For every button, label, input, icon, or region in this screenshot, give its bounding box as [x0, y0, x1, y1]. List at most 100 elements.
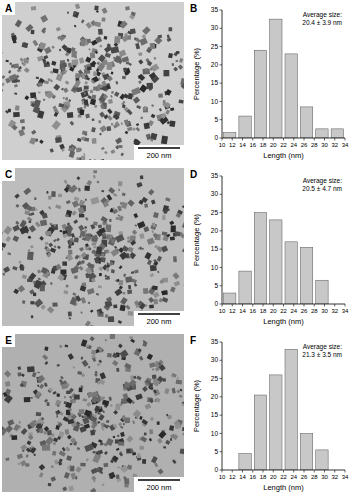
- particle: [113, 124, 117, 128]
- particle: [98, 93, 107, 103]
- particle: [93, 170, 97, 173]
- particle: [87, 345, 92, 349]
- particle: [103, 94, 108, 99]
- bars: [224, 213, 329, 304]
- particle: [34, 97, 37, 99]
- particle: [91, 396, 97, 404]
- y-tick-label: 5: [214, 282, 218, 289]
- particle: [62, 233, 68, 238]
- particle: [98, 224, 102, 228]
- particle: [43, 431, 47, 435]
- particle: [110, 149, 115, 154]
- particle: [123, 68, 127, 73]
- particle: [112, 207, 115, 210]
- particle: [42, 445, 50, 451]
- particle: [121, 35, 129, 43]
- particle: [53, 84, 60, 91]
- particle: [75, 477, 77, 480]
- particle: [147, 397, 153, 402]
- x-tick-label: 32: [331, 142, 338, 148]
- particle: [167, 415, 172, 420]
- particle: [64, 472, 70, 479]
- particle: [54, 245, 57, 248]
- x-tick-label: 32: [331, 308, 338, 314]
- particle: [105, 339, 107, 341]
- bar: [224, 293, 236, 304]
- y-tick-label: 0: [214, 300, 218, 307]
- particle: [82, 130, 88, 135]
- x-tick-label: 26: [301, 308, 308, 314]
- x-tick-label: 16: [249, 308, 256, 314]
- scale-bar-label: 200 nm: [146, 483, 171, 492]
- particle: [68, 312, 72, 317]
- particle: [129, 336, 133, 340]
- particle: [39, 384, 44, 389]
- particle: [80, 285, 87, 291]
- particle: [138, 59, 143, 64]
- particle: [56, 27, 61, 32]
- particle: [107, 43, 111, 46]
- particle: [142, 386, 148, 392]
- particle: [136, 105, 141, 109]
- x-tick: [293, 304, 294, 307]
- particle: [109, 235, 112, 238]
- x-tick: [232, 304, 233, 307]
- particle: [2, 427, 7, 436]
- particle: [81, 156, 85, 160]
- particle: [103, 463, 108, 467]
- particle: [48, 243, 53, 248]
- bar: [254, 395, 266, 470]
- particle: [27, 251, 34, 260]
- bars: [239, 349, 328, 470]
- particle: [123, 274, 126, 278]
- particle: [54, 224, 56, 226]
- y-tick-label: 20: [211, 393, 219, 400]
- particle: [99, 471, 103, 475]
- particle: [137, 221, 146, 229]
- particle: [79, 266, 84, 271]
- particle: [143, 288, 149, 294]
- y-axis: [222, 342, 223, 470]
- particle: [70, 121, 75, 126]
- particle: [176, 390, 180, 394]
- particle: [102, 397, 105, 400]
- x-tick-label: 32: [331, 474, 338, 480]
- particle: [25, 24, 33, 32]
- particle: [134, 37, 136, 40]
- particle: [73, 66, 76, 69]
- particle: [68, 186, 74, 193]
- particle: [128, 247, 134, 253]
- particle: [157, 438, 162, 444]
- particle: [111, 123, 113, 125]
- particle: [79, 247, 84, 251]
- annotation: Average size:: [303, 11, 342, 19]
- y-tick-label: 5: [214, 448, 218, 455]
- particle: [85, 217, 89, 221]
- particle: [135, 224, 138, 227]
- particle: [29, 447, 32, 450]
- particle: [67, 464, 74, 471]
- particle: [33, 293, 36, 296]
- particle: [172, 388, 176, 394]
- particle: [129, 14, 135, 20]
- particle: [88, 264, 94, 269]
- particle: [30, 245, 33, 248]
- particle: [112, 360, 118, 366]
- y-tick: [220, 360, 223, 361]
- particle: [125, 276, 132, 283]
- particle: [69, 67, 74, 72]
- particle: [88, 247, 91, 250]
- x-tick: [273, 138, 274, 141]
- particle: [122, 104, 126, 108]
- particle: [57, 436, 61, 440]
- particle: [32, 372, 37, 378]
- y-axis: [222, 10, 223, 138]
- x-tick: [242, 470, 243, 473]
- x-tick-label: 18: [260, 142, 267, 148]
- particle: [170, 287, 176, 293]
- particle: [166, 234, 170, 238]
- particle: [36, 77, 39, 80]
- particle: [113, 305, 117, 309]
- particle: [38, 82, 42, 86]
- particle: [19, 421, 21, 424]
